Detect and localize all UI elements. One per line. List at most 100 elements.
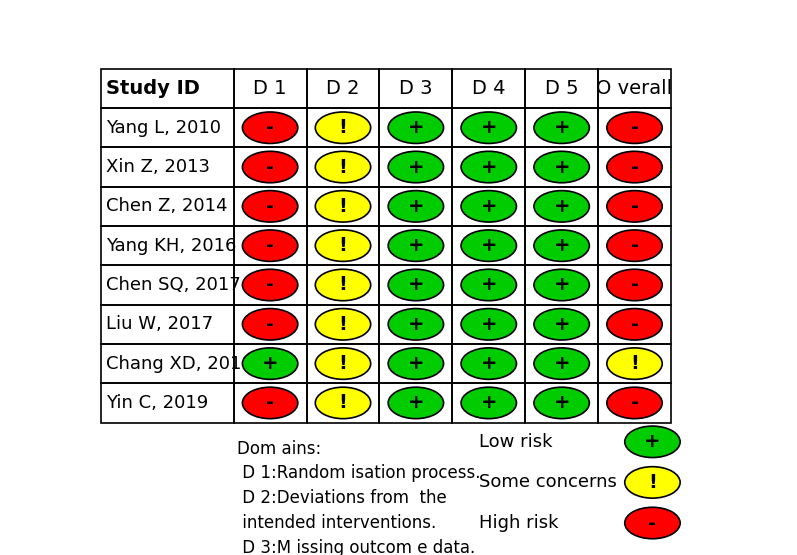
Ellipse shape [607, 309, 662, 340]
Bar [234, 226, 307, 265]
Bar [379, 265, 453, 305]
Text: D 3:M issing outcom e data.: D 3:M issing outcom e data. [237, 539, 475, 555]
Ellipse shape [607, 230, 662, 261]
Text: +: + [407, 236, 424, 255]
Text: Low risk: Low risk [480, 433, 553, 451]
Text: Dom ains:: Dom ains: [237, 440, 321, 458]
Text: +: + [481, 236, 497, 255]
Ellipse shape [316, 152, 371, 183]
Text: +: + [407, 315, 424, 334]
Text: Study ID: Study ID [106, 79, 200, 98]
Bar [525, 384, 598, 422]
Ellipse shape [242, 152, 298, 183]
Ellipse shape [316, 230, 371, 261]
Ellipse shape [625, 467, 680, 498]
Text: +: + [407, 354, 424, 373]
Ellipse shape [242, 190, 298, 222]
Text: -: - [649, 513, 657, 532]
Text: D 5: D 5 [545, 79, 579, 98]
Bar [598, 305, 671, 344]
Text: -: - [630, 197, 638, 216]
Bar [453, 186, 525, 226]
Text: +: + [407, 118, 424, 137]
Ellipse shape [242, 269, 298, 301]
Bar [101, 344, 234, 384]
Bar [307, 69, 379, 108]
Bar [598, 384, 671, 422]
Bar [307, 226, 379, 265]
Bar [101, 148, 234, 186]
Text: D 4: D 4 [472, 79, 505, 98]
Ellipse shape [242, 387, 298, 418]
Ellipse shape [534, 269, 589, 301]
Ellipse shape [242, 348, 298, 379]
Text: Some concerns: Some concerns [480, 473, 618, 491]
Text: +: + [553, 275, 570, 295]
Bar [307, 384, 379, 422]
Bar [234, 69, 307, 108]
Bar [379, 186, 453, 226]
Text: -: - [266, 118, 274, 137]
Text: !: ! [630, 354, 639, 373]
Text: -: - [630, 275, 638, 295]
Ellipse shape [242, 112, 298, 143]
Text: +: + [481, 158, 497, 176]
Ellipse shape [316, 309, 371, 340]
Ellipse shape [607, 387, 662, 418]
Bar [598, 344, 671, 384]
Bar [525, 344, 598, 384]
Ellipse shape [607, 269, 662, 301]
Bar [598, 226, 671, 265]
Text: D 3: D 3 [399, 79, 433, 98]
Bar [234, 186, 307, 226]
Bar [598, 265, 671, 305]
Bar [379, 344, 453, 384]
Ellipse shape [316, 348, 371, 379]
Bar [234, 108, 307, 148]
Text: Yang KH, 2016: Yang KH, 2016 [106, 236, 236, 255]
Ellipse shape [388, 112, 444, 143]
Ellipse shape [461, 230, 516, 261]
Text: D 2:Deviations from  the: D 2:Deviations from the [237, 490, 446, 507]
Text: +: + [553, 118, 570, 137]
Bar [234, 148, 307, 186]
Ellipse shape [461, 112, 516, 143]
Bar [101, 265, 234, 305]
Text: Chen Z, 2014: Chen Z, 2014 [106, 198, 227, 215]
Bar [307, 108, 379, 148]
Bar [379, 108, 453, 148]
Bar [453, 226, 525, 265]
Text: +: + [553, 315, 570, 334]
Bar [379, 148, 453, 186]
Text: D 1:Random isation process.: D 1:Random isation process. [237, 465, 481, 482]
Text: Chen SQ, 2017: Chen SQ, 2017 [106, 276, 241, 294]
Ellipse shape [461, 152, 516, 183]
Text: -: - [266, 315, 274, 334]
Bar [307, 148, 379, 186]
Bar [598, 108, 671, 148]
Ellipse shape [607, 190, 662, 222]
Bar [525, 148, 598, 186]
Ellipse shape [242, 230, 298, 261]
Text: +: + [553, 236, 570, 255]
Text: !: ! [339, 315, 347, 334]
Bar [379, 226, 453, 265]
Text: +: + [481, 275, 497, 295]
Bar [101, 69, 234, 108]
Text: Yin C, 2019: Yin C, 2019 [106, 394, 208, 412]
Text: +: + [553, 197, 570, 216]
Text: -: - [266, 158, 274, 176]
Bar [453, 69, 525, 108]
Text: +: + [407, 393, 424, 412]
Ellipse shape [461, 309, 516, 340]
Text: -: - [630, 315, 638, 334]
Text: -: - [266, 275, 274, 295]
Text: High risk: High risk [480, 514, 559, 532]
Bar [525, 226, 598, 265]
Bar [453, 344, 525, 384]
Text: +: + [407, 275, 424, 295]
Bar [234, 305, 307, 344]
Ellipse shape [461, 348, 516, 379]
Ellipse shape [388, 190, 444, 222]
Text: !: ! [339, 354, 347, 373]
